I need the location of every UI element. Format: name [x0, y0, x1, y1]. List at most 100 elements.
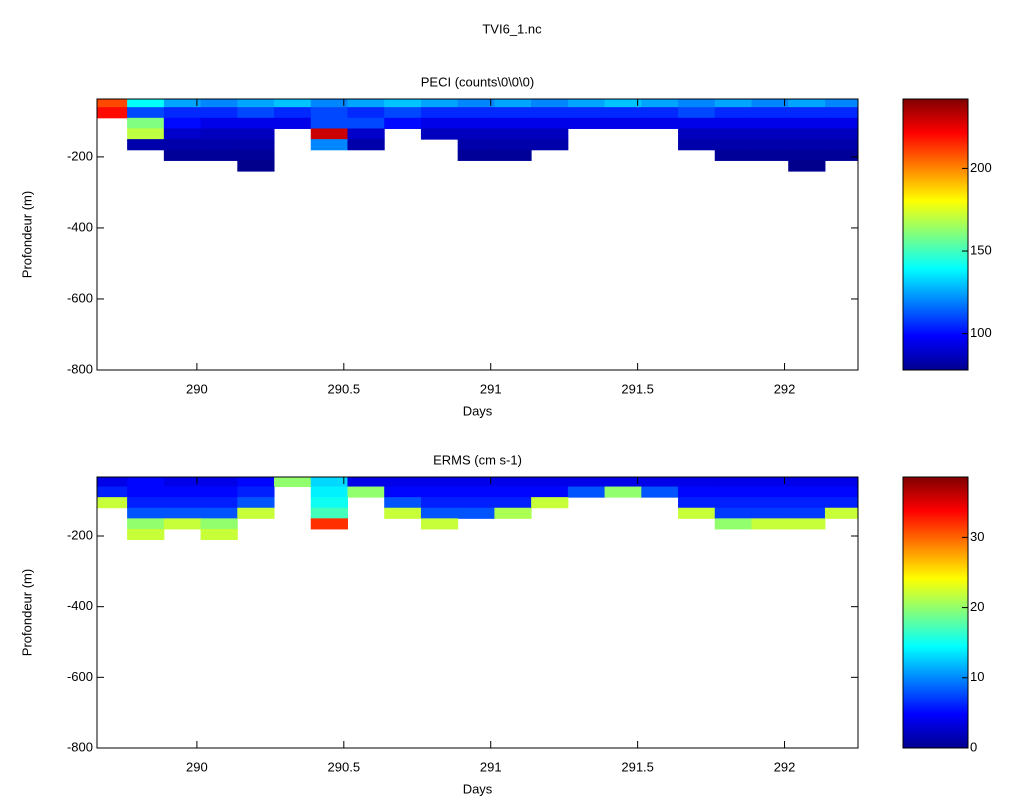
x-tick-label: 290	[186, 381, 208, 396]
heat-cell	[641, 477, 679, 488]
heat-cell	[714, 507, 752, 519]
heat-cell	[567, 477, 606, 488]
heat-cell	[678, 107, 716, 119]
heat-cell	[678, 128, 716, 140]
heat-cell	[237, 128, 275, 140]
x-tick-label: 291	[480, 759, 502, 774]
colorbar-tick-label: 100	[970, 325, 992, 340]
heat-cell	[824, 486, 858, 498]
heat-cell	[457, 507, 495, 519]
heat-cell	[200, 528, 238, 541]
colorbar-tick-label: 0	[970, 739, 977, 754]
heat-cell	[457, 107, 495, 119]
heat-cell	[200, 149, 238, 161]
colorbar	[903, 99, 968, 370]
heat-cell	[237, 497, 275, 509]
heat-cell	[237, 139, 275, 151]
heat-cell	[751, 507, 789, 519]
heat-cell	[237, 99, 275, 108]
colorbar-tick-label: 20	[970, 599, 984, 614]
heat-cell	[531, 107, 569, 119]
heat-cell	[531, 477, 569, 488]
heat-cell	[274, 107, 312, 119]
heat-cell	[567, 99, 606, 108]
heat-cell	[310, 99, 348, 108]
heat-cell	[531, 128, 569, 140]
heat-cell	[200, 518, 238, 530]
heat-cell	[97, 477, 128, 488]
heat-cell	[751, 99, 789, 108]
heat-cell	[420, 507, 459, 519]
heat-cell	[163, 518, 202, 530]
heat-cell	[347, 99, 385, 108]
heat-cell	[310, 497, 348, 509]
x-tick-label: 291	[480, 381, 502, 396]
heat-cell	[163, 139, 202, 151]
heat-cell	[420, 497, 459, 509]
heat-cell	[678, 99, 716, 108]
heat-cell	[494, 139, 532, 151]
heat-cell	[420, 477, 459, 488]
heat-cell	[824, 99, 858, 108]
x-tick-label: 290	[186, 759, 208, 774]
heat-cell	[641, 107, 679, 119]
heat-cell	[788, 99, 826, 108]
heat-cell	[127, 518, 165, 530]
heat-cell	[237, 477, 275, 488]
heat-cell	[347, 139, 385, 151]
heat-cell	[127, 507, 165, 519]
heat-cell	[347, 117, 385, 129]
heat-cell	[494, 99, 532, 108]
heat-cell	[714, 107, 752, 119]
heat-cell	[604, 477, 642, 488]
colorbar	[903, 477, 968, 748]
x-axis-label: Days	[463, 403, 493, 418]
heat-cell	[824, 507, 858, 519]
figure-title: TVI6_1.nc	[482, 21, 542, 36]
y-tick-label: -200	[67, 527, 93, 542]
y-tick-label: -800	[67, 361, 93, 376]
heat-cell	[714, 497, 752, 509]
heat-cell	[604, 99, 642, 108]
heat-cell	[420, 128, 459, 140]
axes-title: ERMS (cm s-1)	[433, 452, 522, 467]
heat-cell	[127, 128, 165, 140]
heat-cell	[457, 117, 495, 129]
heat-cell	[531, 486, 569, 498]
heat-cell	[714, 117, 752, 129]
heat-cell	[678, 486, 716, 498]
heat-cell	[310, 477, 348, 488]
heat-cell	[457, 477, 495, 488]
heat-cell	[127, 117, 165, 129]
heat-cell	[678, 497, 716, 509]
heat-cell	[567, 486, 606, 498]
heat-cell	[641, 117, 679, 129]
heat-cell	[494, 477, 532, 488]
y-tick-label: -200	[67, 148, 93, 163]
heat-cell	[237, 107, 275, 119]
heat-cell	[127, 486, 165, 498]
heat-cell	[200, 477, 238, 488]
y-tick-label: -400	[67, 219, 93, 234]
heat-cell	[97, 486, 128, 498]
heat-cell	[347, 477, 385, 488]
heat-cell	[567, 117, 606, 129]
heat-cell	[237, 149, 275, 161]
heat-cell	[347, 128, 385, 140]
heat-cell	[420, 117, 459, 129]
heat-cell	[604, 107, 642, 119]
heat-cell	[531, 497, 569, 509]
heat-cell	[751, 486, 789, 498]
heat-cell	[274, 99, 312, 108]
heat-cell	[97, 99, 128, 108]
heat-cell	[384, 477, 422, 488]
heat-cell	[604, 117, 642, 129]
y-axis-label: Profondeur (m)	[19, 191, 34, 278]
heat-cell	[163, 107, 202, 119]
heat-cell	[751, 497, 789, 509]
heat-cell	[788, 160, 826, 172]
heat-cell	[678, 139, 716, 151]
heat-cell	[824, 107, 858, 119]
heat-cell	[163, 477, 202, 488]
